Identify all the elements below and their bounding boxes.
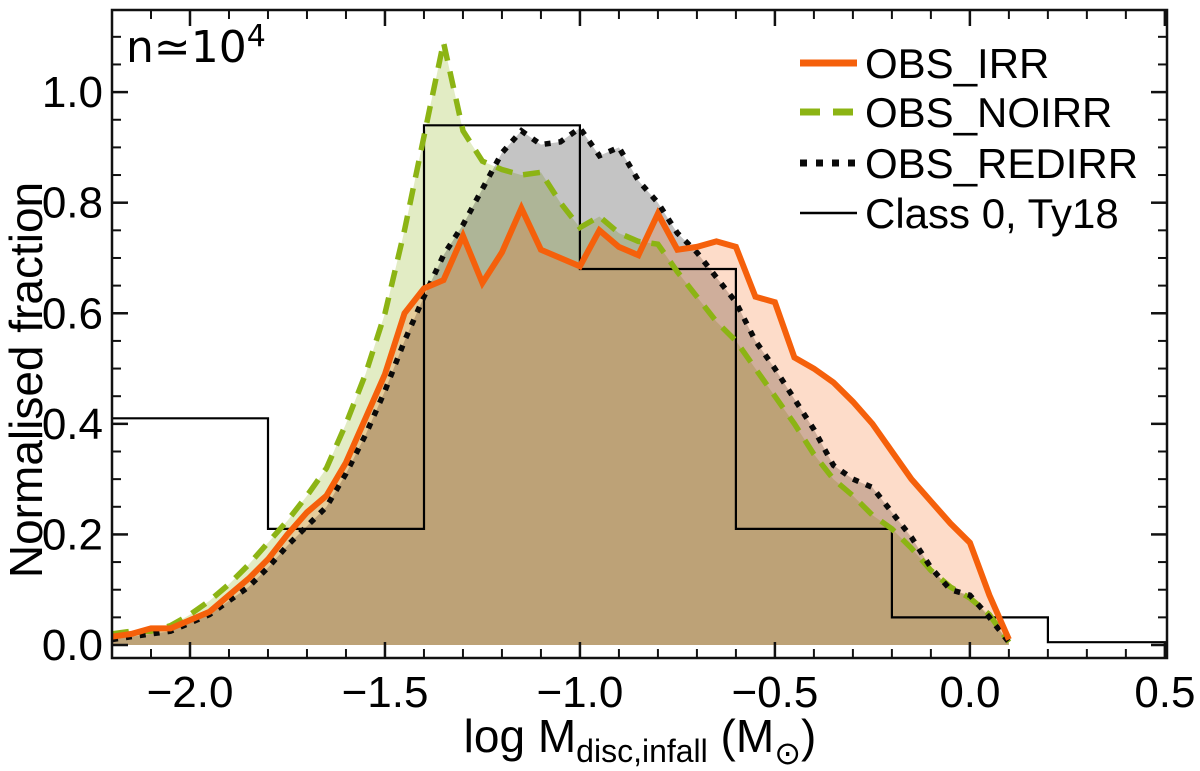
series-obs_redirr-line (111, 124, 1012, 644)
legend-label: OBS_REDIRR (865, 140, 1138, 187)
x-tick-label: 0.0 (939, 668, 1000, 717)
legend: OBS_IRR OBS_NOIRR OBS_REDIRR Class 0, Ty… (800, 40, 1138, 237)
series-obs_noirr-line (111, 41, 1012, 644)
legend-label: Class 0, Ty18 (865, 190, 1119, 237)
y-tick-label: 0.0 (42, 621, 103, 670)
x-axis-label: log Mdisc,infall (M⊙) (464, 710, 817, 771)
x-tick-label: −1.0 (536, 668, 623, 717)
x-tick-label: −0.5 (731, 668, 818, 717)
plot-frame (110, 8, 1169, 660)
legend-item-class0-ty18: Class 0, Ty18 (800, 190, 1119, 237)
series-obs_redirr-fill (112, 128, 1009, 645)
y-tick-label: 1.0 (42, 68, 103, 117)
series-obs_irr-fill (112, 208, 1009, 645)
legend-item-obs-noirr: OBS_NOIRR (800, 89, 1112, 136)
y-tick-label: 0.8 (42, 179, 103, 228)
legend-item-obs-redirr: OBS_REDIRR (800, 140, 1138, 187)
legend-label: OBS_IRR (865, 40, 1049, 87)
y-axis-label: Normalised fraction (0, 182, 52, 578)
legend-item-obs-irr: OBS_IRR (800, 40, 1049, 87)
series-layer (111, 41, 1167, 646)
legend-label: OBS_NOIRR (865, 89, 1112, 136)
y-tick-label: 0.2 (42, 510, 103, 559)
y-tick-label: 0.4 (42, 400, 103, 449)
axis-ticks (112, 10, 1167, 658)
axis-tick-labels: −2.0 −1.5 −1.0 −0.5 0.0 0.5 0.0 0.2 0.4 0.6 0.8 1.0 (42, 68, 1196, 717)
x-tick-label: −2.0 (147, 668, 234, 717)
x-tick-label: 0.5 (1134, 668, 1195, 717)
series-obs_noirr-fill (112, 42, 1009, 646)
series-obs_irr-line (111, 200, 1012, 641)
x-tick-label: −1.5 (342, 668, 429, 717)
sample-size-annotation: n≃104 (126, 19, 266, 73)
y-tick-label: 0.6 (42, 289, 103, 338)
